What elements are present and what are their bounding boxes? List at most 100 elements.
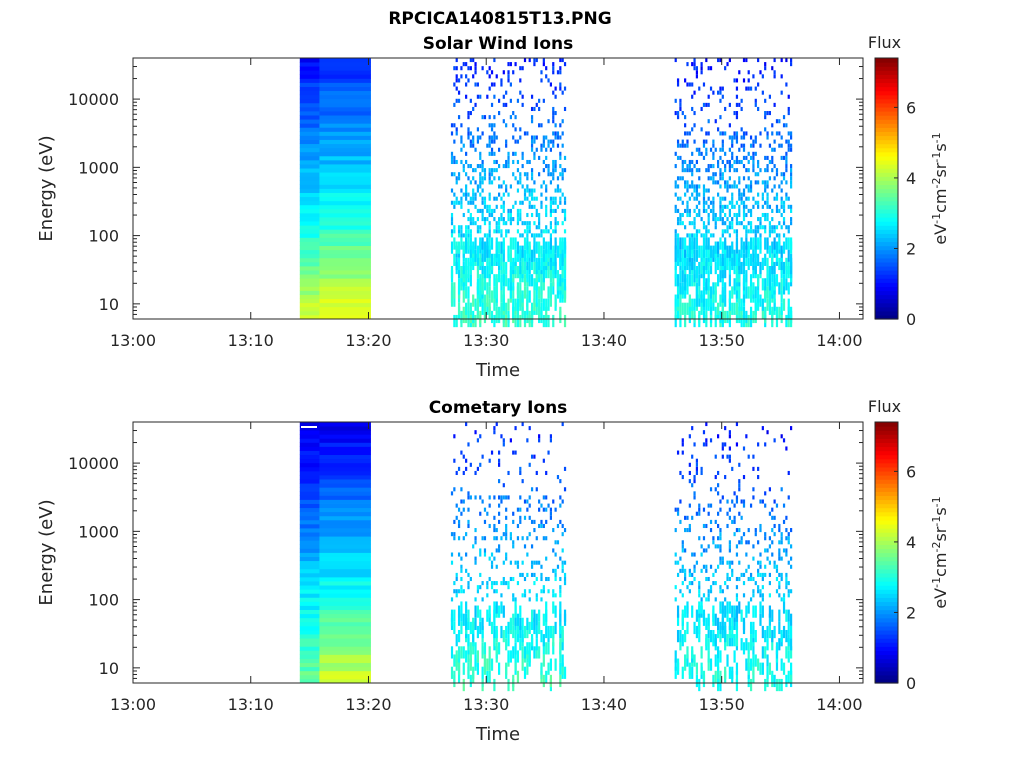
flux-cell <box>679 629 682 643</box>
flux-cell <box>512 70 515 75</box>
flux-cell <box>493 135 496 140</box>
flux-cell <box>559 662 562 675</box>
flux-cell <box>479 164 482 169</box>
flux-cell <box>483 536 487 541</box>
flux-cell <box>766 666 769 679</box>
flux-cell <box>554 507 557 512</box>
flux-cell <box>498 450 501 455</box>
flux-cell <box>545 196 548 201</box>
flux-cell <box>733 204 736 209</box>
flux-cell <box>768 544 772 549</box>
flux-cell <box>731 499 734 504</box>
flux-cell <box>780 532 783 537</box>
flux-cell <box>702 442 706 447</box>
flux-cell <box>768 662 772 675</box>
flux-cell <box>453 192 456 197</box>
flux-cell <box>502 286 505 299</box>
flux-cell <box>790 131 793 136</box>
flux-cell <box>526 233 529 238</box>
flux-cell <box>752 654 755 667</box>
flux-cell <box>523 576 527 582</box>
colorbar-swatch <box>875 499 898 505</box>
flux-cell <box>752 204 755 209</box>
flux-cell <box>299 184 320 189</box>
flux-cell <box>533 528 536 533</box>
flux-cell <box>465 265 468 279</box>
flux-cell <box>299 503 320 509</box>
flux-cell <box>674 164 677 169</box>
flux-cell <box>498 184 501 189</box>
flux-cell <box>549 139 553 144</box>
flux-cell <box>481 115 484 120</box>
flux-cell <box>790 204 793 209</box>
flux-cell <box>299 221 320 226</box>
flux-cell <box>773 196 776 201</box>
flux-cell <box>724 253 727 266</box>
flux-cell <box>775 314 779 328</box>
flux-cell <box>319 139 371 145</box>
flux-cell <box>726 204 729 209</box>
flux-cell <box>561 560 564 565</box>
flux-cell <box>498 479 501 484</box>
flux-cell <box>549 294 553 307</box>
flux-cell <box>528 589 531 594</box>
flux-cell <box>702 548 706 553</box>
flux-cell <box>476 589 480 594</box>
axes-frame <box>132 57 864 320</box>
flux-cell <box>472 221 475 226</box>
flux-cell <box>768 560 772 565</box>
flux-cell <box>709 503 713 508</box>
flux-cell <box>790 184 793 189</box>
flux-cell <box>745 196 748 201</box>
flux-cell <box>691 483 694 488</box>
flux-cell <box>538 155 541 160</box>
flux-cell <box>450 265 454 279</box>
flux-cell <box>521 151 524 156</box>
flux-cell <box>705 442 708 447</box>
flux-cell <box>561 90 564 95</box>
flux-cell <box>768 290 772 303</box>
flux-cell <box>488 523 491 529</box>
flux-cell <box>507 581 510 586</box>
flux-cell <box>740 143 743 148</box>
colorbar-swatch <box>875 678 898 684</box>
flux-cell <box>507 298 510 311</box>
flux-cell <box>460 609 463 622</box>
flux-cell <box>719 196 722 201</box>
flux-cell <box>691 237 694 250</box>
flux-cell <box>319 90 371 96</box>
flux-cell <box>698 601 701 614</box>
flux-cell <box>695 147 699 152</box>
flux-cell <box>547 286 550 299</box>
flux-cell <box>695 511 699 516</box>
flux-cell <box>775 241 779 254</box>
colorbar-tick-label: 2 <box>906 603 916 622</box>
flux-cell <box>533 646 536 659</box>
flux-cell <box>505 625 508 639</box>
flux-cell <box>778 548 781 553</box>
flux-cell <box>780 257 783 271</box>
flux-cell <box>523 589 527 594</box>
flux-cell <box>465 422 468 427</box>
flux-cell <box>535 646 538 659</box>
flux-cell <box>299 119 320 124</box>
flux-cell <box>768 278 772 291</box>
flux-cell <box>299 422 320 427</box>
flux-cell <box>319 294 371 300</box>
flux-cell <box>733 131 736 136</box>
flux-cell <box>483 172 487 177</box>
flux-cell <box>684 629 687 643</box>
flux-cell <box>691 180 694 185</box>
flux-cell <box>735 422 739 427</box>
flux-cell <box>735 302 739 315</box>
flux-cell <box>526 617 529 630</box>
flux-cell <box>676 511 680 516</box>
flux-cell <box>455 74 458 79</box>
colorbar-swatch <box>875 196 898 202</box>
flux-cell <box>552 601 555 614</box>
flux-cell <box>502 180 505 185</box>
flux-cell <box>740 515 743 520</box>
flux-cell <box>554 225 557 230</box>
flux-cell <box>775 119 779 124</box>
colorbar-swatch <box>875 625 898 631</box>
